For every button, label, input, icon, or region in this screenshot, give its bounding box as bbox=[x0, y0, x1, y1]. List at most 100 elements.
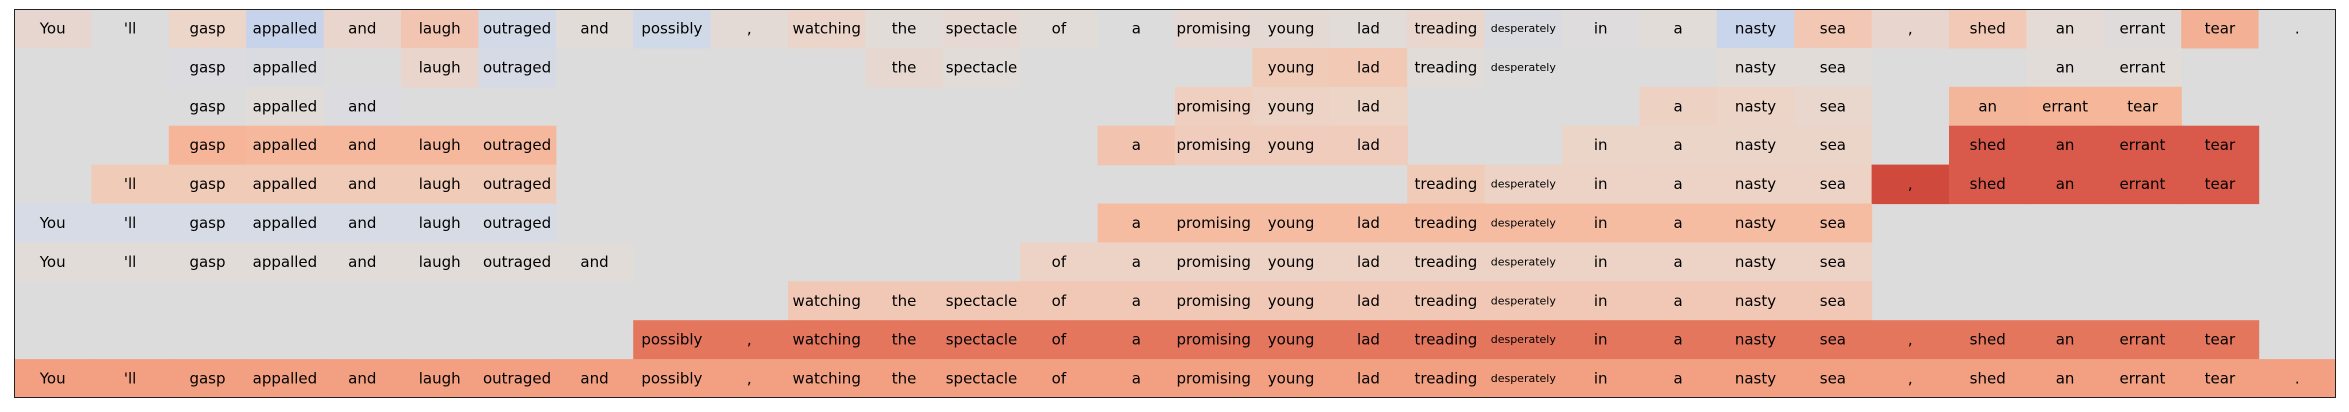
heatmap-cell bbox=[2181, 164, 2260, 205]
token-label: possibly bbox=[641, 370, 702, 388]
token-label: and bbox=[580, 19, 608, 37]
heatmap-cell bbox=[1097, 125, 1176, 166]
token-label: sea bbox=[1820, 214, 1846, 232]
heatmap-cell bbox=[1639, 125, 1718, 166]
token-label: You bbox=[39, 19, 66, 37]
token-label: spectacle bbox=[946, 19, 1018, 37]
token-label: sea bbox=[1820, 370, 1846, 388]
token-label: lad bbox=[1357, 370, 1380, 388]
token-label: and bbox=[348, 370, 376, 388]
token-label: in bbox=[1594, 292, 1608, 310]
heatmap-cell bbox=[246, 9, 325, 49]
token-label: and bbox=[348, 136, 376, 154]
heatmap-cell bbox=[1716, 9, 1795, 49]
heatmap-cell bbox=[91, 203, 170, 243]
token-label: sea bbox=[1820, 19, 1846, 37]
token-label: tear bbox=[2127, 97, 2158, 115]
token-label: nasty bbox=[1735, 136, 1776, 154]
heatmap-cell bbox=[401, 242, 479, 282]
heatmap-cell bbox=[2181, 9, 2260, 49]
heatmap-cell bbox=[91, 9, 170, 49]
heatmap-cell bbox=[1252, 47, 1331, 88]
heatmap-cell bbox=[1407, 47, 1486, 88]
token-label: nasty bbox=[1735, 19, 1776, 37]
token-label: desperately bbox=[1491, 294, 1557, 307]
heatmap-cell bbox=[1329, 86, 1408, 127]
heatmap-cell bbox=[1871, 9, 1950, 49]
heatmap-cell bbox=[1252, 125, 1331, 166]
token-label: appalled bbox=[253, 214, 318, 232]
token-label: sea bbox=[1820, 292, 1846, 310]
token-label: of bbox=[1052, 19, 1067, 37]
token-label: nasty bbox=[1735, 214, 1776, 232]
token-label: , bbox=[747, 19, 752, 37]
token-label: spectacle bbox=[946, 331, 1018, 349]
token-label: . bbox=[2295, 19, 2300, 37]
heatmap-labels: You 'll gasp appalled and laugh outraged and pos… bbox=[39, 19, 2300, 387]
token-label: gasp bbox=[189, 370, 225, 388]
token-label: promising bbox=[1177, 97, 1251, 115]
token-label: a bbox=[1673, 253, 1682, 271]
heatmap-cell bbox=[1639, 359, 1718, 398]
heatmap-cell bbox=[14, 242, 92, 282]
token-label: the bbox=[892, 331, 917, 349]
token-label: lad bbox=[1357, 58, 1380, 76]
heatmap-cell bbox=[2026, 47, 2105, 88]
heatmap-cell bbox=[1252, 281, 1331, 321]
heatmap-cell bbox=[168, 359, 247, 398]
heatmap-cell bbox=[478, 47, 557, 88]
token-label: gasp bbox=[189, 97, 225, 115]
heatmap-cell bbox=[942, 9, 1021, 49]
token-label: treading bbox=[1414, 214, 1477, 232]
token-label: the bbox=[892, 19, 917, 37]
token-label: appalled bbox=[253, 136, 318, 154]
token-label: in bbox=[1594, 175, 1608, 193]
heatmap-cell bbox=[1407, 320, 1486, 360]
heatmap-cell bbox=[2181, 125, 2260, 166]
heatmap-cell bbox=[1794, 203, 1873, 243]
heatmap-cell bbox=[1794, 125, 1873, 166]
heatmap-cell bbox=[478, 164, 557, 205]
token-label: spectacle bbox=[946, 292, 1018, 310]
token-label: watching bbox=[793, 19, 861, 37]
heatmap-cell bbox=[1794, 47, 1873, 88]
heatmap-cell bbox=[555, 359, 634, 398]
heatmap-cell bbox=[2103, 9, 2182, 49]
token-label: shed bbox=[1970, 19, 2006, 37]
token-label: lad bbox=[1357, 292, 1380, 310]
token-heatmap: You 'll gasp appalled and laugh outraged and pos… bbox=[14, 9, 2336, 398]
token-label: promising bbox=[1177, 136, 1251, 154]
heatmap-cell bbox=[1562, 164, 1640, 205]
token-label: lad bbox=[1357, 136, 1380, 154]
token-label: in bbox=[1594, 214, 1608, 232]
heatmap-cell bbox=[2258, 9, 2336, 49]
token-label: 'll bbox=[124, 253, 136, 271]
heatmap-cell bbox=[555, 242, 634, 282]
token-label: desperately bbox=[1491, 178, 1557, 191]
token-label: a bbox=[1673, 175, 1682, 193]
heatmap-cell bbox=[2181, 359, 2260, 398]
heatmap-cell bbox=[1097, 9, 1176, 49]
heatmap-cell bbox=[788, 9, 866, 49]
heatmap-cell bbox=[1484, 242, 1563, 282]
heatmap-cell bbox=[401, 125, 479, 166]
heatmap-cell bbox=[2258, 359, 2336, 398]
heatmap-cell bbox=[1639, 9, 1718, 49]
heatmap-cell bbox=[168, 203, 247, 243]
token-label: watching bbox=[793, 370, 861, 388]
token-label: a bbox=[1673, 331, 1682, 349]
token-label: laugh bbox=[419, 19, 461, 37]
heatmap-cell bbox=[1639, 164, 1718, 205]
heatmap-cell bbox=[1794, 320, 1873, 360]
heatmap-cell bbox=[323, 203, 402, 243]
heatmap-cell bbox=[1716, 281, 1795, 321]
token-label: outraged bbox=[483, 19, 551, 37]
token-label: young bbox=[1268, 214, 1315, 232]
token-label: a bbox=[1132, 331, 1141, 349]
token-label: an bbox=[1978, 97, 1997, 115]
token-label: spectacle bbox=[946, 58, 1018, 76]
token-label: gasp bbox=[189, 19, 225, 37]
heatmap-cell bbox=[1716, 242, 1795, 282]
heatmap-cell bbox=[942, 47, 1021, 88]
token-label: in bbox=[1594, 253, 1608, 271]
